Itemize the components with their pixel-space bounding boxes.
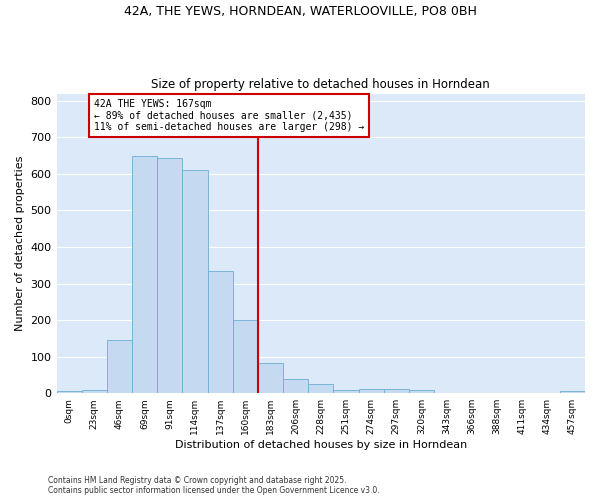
Bar (233, 320, 258, 393)
Bar (82, 390, 107, 393)
Bar (132, 156, 157, 393)
Title: Size of property relative to detached houses in Horndean: Size of property relative to detached ho… (151, 78, 490, 91)
Bar (157, 158, 182, 393)
Bar (334, 390, 359, 393)
Bar (56, 392, 82, 393)
Bar (182, 170, 208, 393)
Bar (208, 271, 233, 393)
Bar (107, 340, 132, 393)
Text: Contains HM Land Registry data © Crown copyright and database right 2025.
Contai: Contains HM Land Registry data © Crown c… (48, 476, 380, 495)
Bar (308, 384, 334, 393)
Bar (383, 389, 409, 393)
Y-axis label: Number of detached properties: Number of detached properties (15, 156, 25, 331)
Bar (359, 389, 383, 393)
Bar (409, 390, 434, 393)
Bar (560, 392, 585, 393)
Text: 42A THE YEWS: 167sqm
← 89% of detached houses are smaller (2,435)
11% of semi-de: 42A THE YEWS: 167sqm ← 89% of detached h… (94, 99, 365, 132)
X-axis label: Distribution of detached houses by size in Horndean: Distribution of detached houses by size … (175, 440, 467, 450)
Text: 42A, THE YEWS, HORNDEAN, WATERLOOVILLE, PO8 0BH: 42A, THE YEWS, HORNDEAN, WATERLOOVILLE, … (124, 5, 476, 18)
Bar (258, 363, 283, 393)
Bar (283, 378, 308, 393)
